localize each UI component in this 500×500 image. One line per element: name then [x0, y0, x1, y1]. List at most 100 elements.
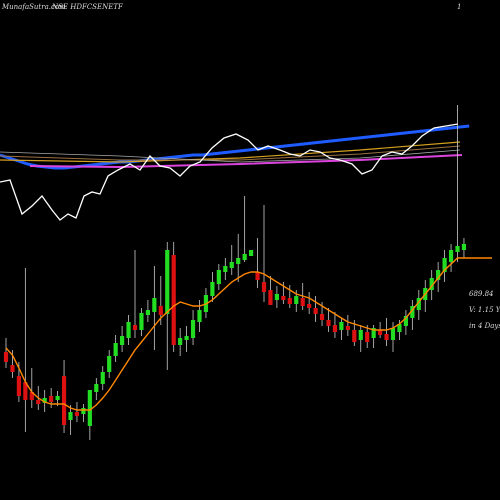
candle-body — [55, 396, 60, 400]
candle-body — [61, 376, 67, 425]
candle — [345, 315, 350, 336]
candle-body — [210, 282, 215, 296]
candle-body — [255, 272, 260, 280]
ma-purple-line — [29, 154, 463, 169]
candle-body — [190, 320, 196, 338]
candle — [326, 308, 331, 332]
candle-body — [94, 384, 99, 392]
candle — [152, 266, 157, 350]
days-readout: in 4 Days — [469, 322, 500, 330]
ma-grey-line — [0, 149, 461, 163]
candle — [416, 290, 421, 320]
ma-short-polyline — [5, 257, 492, 411]
candle-body — [216, 270, 221, 284]
candle-body — [281, 296, 286, 300]
volume-readout: V: 1.15 Y — [469, 306, 500, 314]
candle-body — [242, 254, 247, 260]
candle — [184, 326, 189, 352]
candle-body — [461, 244, 467, 250]
candle-body — [16, 376, 21, 396]
candle — [365, 325, 370, 348]
candle-body — [87, 390, 92, 426]
candle-body — [429, 278, 434, 290]
candle-body — [326, 320, 331, 326]
candle-body — [371, 328, 376, 338]
candle — [94, 378, 99, 400]
candle-body — [442, 258, 447, 272]
candle — [384, 318, 389, 346]
candle-body — [139, 313, 144, 330]
moving-average-lines — [0, 124, 470, 170]
candle — [190, 310, 196, 345]
candle — [274, 286, 279, 308]
candle-body — [42, 398, 47, 403]
candle — [448, 244, 454, 272]
candle — [126, 315, 131, 345]
candle-body — [171, 255, 176, 345]
candle — [107, 350, 112, 378]
candle — [113, 335, 118, 362]
candle-body — [197, 310, 202, 322]
candle-body — [300, 298, 305, 306]
candle — [120, 326, 125, 352]
candle-body — [455, 246, 460, 252]
candle-body — [352, 330, 357, 342]
candle — [390, 322, 396, 352]
candle — [268, 276, 273, 305]
candle-body — [236, 258, 241, 264]
candle — [158, 276, 163, 325]
candle-body — [120, 336, 125, 345]
candle-body — [249, 250, 254, 256]
price-readout: 689.84 — [469, 290, 494, 298]
candle-body — [81, 408, 86, 414]
candle — [242, 196, 247, 262]
candle — [410, 300, 415, 330]
candle — [87, 390, 92, 440]
candle-body — [100, 372, 105, 384]
candle-body — [294, 296, 299, 304]
candle — [29, 368, 34, 408]
candle-body — [229, 262, 234, 268]
candle — [74, 402, 80, 422]
candle — [461, 238, 467, 258]
candle-body — [165, 250, 170, 314]
candle — [442, 250, 447, 282]
corner-label: 1 — [457, 3, 462, 11]
candle — [81, 404, 86, 422]
candle-body — [107, 356, 112, 372]
candle-body — [36, 400, 41, 404]
candle — [165, 242, 170, 370]
candle-body — [178, 338, 183, 345]
candle — [358, 325, 363, 352]
candle-body — [313, 308, 318, 314]
candle-body — [358, 330, 363, 340]
short-moving-average — [5, 257, 492, 411]
candle-body — [23, 382, 28, 400]
candle-body — [390, 328, 396, 340]
ma-brown-line — [0, 145, 461, 161]
candle-body — [397, 324, 402, 332]
candle — [178, 328, 183, 356]
candle-body — [319, 314, 325, 320]
candle-body — [287, 298, 292, 304]
candle — [61, 360, 67, 433]
candle-body — [145, 310, 150, 315]
candle — [332, 312, 338, 338]
candle-body — [10, 365, 15, 372]
candle-body — [416, 298, 421, 310]
candle-body — [384, 334, 389, 340]
candle-body — [3, 352, 9, 362]
candle-body — [345, 326, 350, 330]
candle-body — [49, 396, 54, 402]
candle — [100, 366, 105, 390]
candle — [145, 300, 150, 322]
candle-body — [268, 290, 273, 305]
oscillator-line — [0, 123, 459, 221]
candle — [255, 238, 260, 288]
candle — [249, 250, 254, 256]
chart-title: NSE HDFCSENETF — [52, 3, 123, 11]
candle — [171, 242, 176, 352]
candle-body — [68, 412, 73, 420]
candle-body — [158, 306, 163, 315]
candle — [261, 205, 267, 302]
